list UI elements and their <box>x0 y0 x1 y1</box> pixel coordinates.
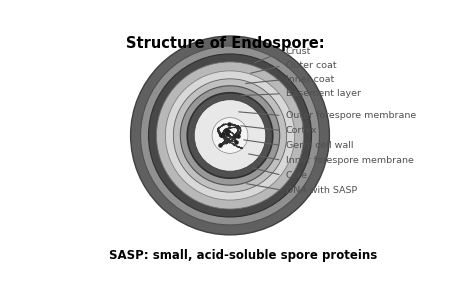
Text: Outer forespore membrane: Outer forespore membrane <box>286 111 416 120</box>
Point <box>217 143 224 147</box>
Ellipse shape <box>141 46 319 225</box>
Point <box>224 129 231 133</box>
Ellipse shape <box>148 54 311 217</box>
Point <box>222 127 230 132</box>
Ellipse shape <box>187 93 273 178</box>
Ellipse shape <box>212 118 248 153</box>
Text: DNA with SASP: DNA with SASP <box>286 186 357 195</box>
Text: Outer coat: Outer coat <box>286 61 336 70</box>
Point <box>218 133 225 138</box>
Point <box>223 131 230 136</box>
Ellipse shape <box>131 36 329 235</box>
Ellipse shape <box>165 71 295 200</box>
Ellipse shape <box>194 100 266 171</box>
Ellipse shape <box>173 79 287 192</box>
Point <box>219 132 227 137</box>
Text: Basement layer: Basement layer <box>286 89 361 98</box>
Text: SASP: small, acid-soluble spore proteins: SASP: small, acid-soluble spore proteins <box>109 249 377 262</box>
Ellipse shape <box>156 62 303 209</box>
Text: Inner coat: Inner coat <box>286 75 334 84</box>
Point <box>234 133 242 138</box>
Text: Structure of Endospore:: Structure of Endospore: <box>126 36 324 51</box>
Text: Cortex: Cortex <box>286 126 317 135</box>
Text: Inner forespore membrane: Inner forespore membrane <box>286 156 413 165</box>
Text: Core: Core <box>286 171 308 180</box>
Point <box>231 133 238 138</box>
Text: Crust: Crust <box>286 47 311 57</box>
Text: Germ cell wall: Germ cell wall <box>286 141 353 150</box>
Point <box>232 139 240 144</box>
Ellipse shape <box>180 86 280 185</box>
Point <box>225 122 233 126</box>
